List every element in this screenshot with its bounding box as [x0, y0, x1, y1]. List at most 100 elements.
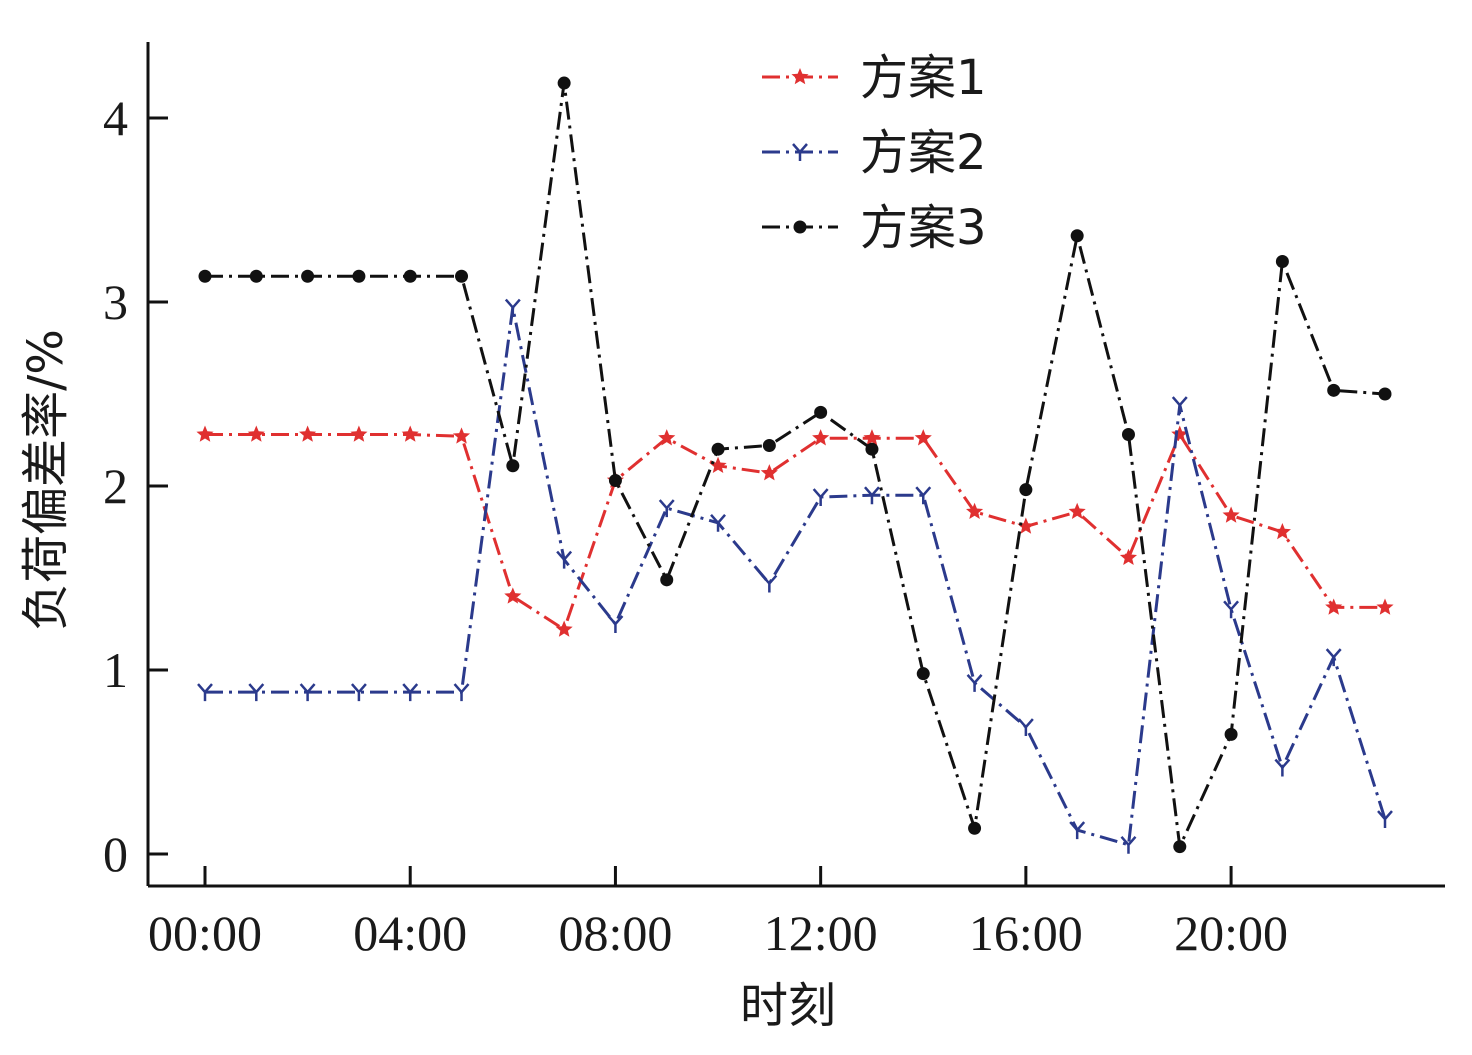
series-2: [197, 298, 1393, 854]
circle-marker: [455, 269, 469, 283]
series-3: [198, 76, 1392, 854]
star-marker: [709, 456, 727, 474]
circle-marker: [1173, 840, 1187, 854]
star-marker: [760, 464, 778, 481]
circle-marker: [814, 405, 828, 419]
circle-marker: [1327, 383, 1341, 397]
circle-marker: [301, 269, 315, 283]
circle-marker: [1224, 727, 1238, 741]
star-marker: [863, 429, 881, 446]
tri-marker: [1325, 648, 1342, 667]
legend-label: 方案3: [860, 200, 987, 256]
circle-marker: [793, 220, 807, 234]
tri-marker: [607, 615, 624, 633]
legend-item: 方案3: [762, 200, 987, 256]
y-tick-label: 2: [103, 458, 128, 514]
star-marker: [1325, 598, 1343, 615]
star-marker: [1222, 506, 1240, 523]
star-marker: [914, 429, 932, 446]
tri-marker: [248, 683, 265, 702]
circle-marker: [506, 459, 520, 473]
x-tick-label: 04:00: [353, 905, 467, 961]
tri-marker: [812, 488, 829, 507]
x-tick-label: 00:00: [148, 905, 262, 961]
y-tick-label: 4: [103, 90, 128, 146]
circle-marker: [762, 439, 776, 453]
star-marker: [1017, 517, 1035, 534]
tri-marker: [350, 683, 367, 702]
circle-marker: [403, 269, 417, 283]
tri-marker: [1069, 821, 1086, 840]
tri-marker: [1223, 600, 1240, 619]
x-tick-label: 20:00: [1174, 905, 1288, 961]
legend-label: 方案2: [860, 125, 987, 181]
tri-marker: [710, 513, 726, 532]
legend: 方案1 方案2 方案3: [762, 50, 987, 256]
tri-marker: [504, 298, 521, 317]
star-marker: [247, 425, 265, 442]
y-tick-label: 1: [103, 642, 128, 698]
star-marker: [401, 425, 419, 442]
star-marker: [1119, 548, 1138, 566]
circle-marker: [968, 821, 982, 835]
tri-marker: [453, 683, 470, 702]
x-tick-label: 12:00: [764, 905, 878, 961]
star-marker: [1068, 502, 1086, 520]
circle-marker: [865, 442, 879, 456]
circle-marker: [916, 667, 930, 681]
y-tick-label: 0: [103, 826, 128, 882]
tri-marker: [1171, 396, 1188, 415]
tri-marker: [402, 683, 419, 702]
star-marker: [812, 429, 830, 446]
circle-marker: [1275, 255, 1289, 269]
tri-marker: [1377, 810, 1393, 829]
tri-marker: [556, 550, 573, 569]
star-marker: [658, 429, 676, 446]
series-line: [205, 81, 1386, 849]
tri-marker: [864, 486, 880, 505]
series-layer: [196, 76, 1394, 854]
tri-marker: [915, 486, 932, 505]
star-marker: [791, 68, 809, 85]
star-marker: [966, 502, 984, 520]
tri-marker: [1274, 758, 1291, 777]
x-tick-label: 16:00: [969, 905, 1083, 961]
star-marker: [504, 587, 522, 604]
tri-marker: [1017, 718, 1034, 737]
circle-marker: [557, 76, 571, 90]
star-marker: [1273, 523, 1291, 540]
y-axis-title: 负荷偏差率/%: [18, 329, 74, 631]
axes: [146, 42, 1445, 888]
x-tick-label: 08:00: [558, 905, 672, 961]
tri-marker: [761, 574, 778, 593]
tri-marker: [197, 683, 213, 702]
star-marker: [196, 425, 214, 442]
series-1: [196, 425, 1394, 637]
circle-marker: [1019, 483, 1033, 497]
tri-marker: [299, 683, 316, 702]
circle-marker: [352, 269, 366, 283]
tri-marker: [1120, 835, 1137, 854]
circle-marker: [249, 269, 263, 283]
star-marker: [299, 425, 317, 442]
circle-marker: [1121, 427, 1135, 441]
x-axis-ticks: 00:00 04:00 08:00 12:00 16:00 20:00: [148, 866, 1288, 961]
tri-marker: [966, 674, 983, 692]
legend-item: 方案2: [762, 125, 987, 181]
star-marker: [555, 620, 573, 637]
y-axis-ticks: 0 1 2 3 4: [103, 90, 168, 882]
circle-marker: [660, 573, 674, 587]
legend-label: 方案1: [860, 50, 987, 106]
star-marker: [1376, 598, 1394, 615]
tri-marker: [658, 499, 675, 518]
tri-marker: [792, 143, 808, 161]
y-tick-label: 3: [103, 274, 128, 330]
circle-marker: [198, 269, 212, 283]
circle-marker: [1070, 229, 1084, 243]
star-marker: [452, 427, 471, 444]
circle-marker: [711, 442, 725, 456]
star-marker: [350, 425, 368, 442]
series-line: [205, 306, 1387, 847]
legend-item: 方案1: [762, 50, 987, 106]
